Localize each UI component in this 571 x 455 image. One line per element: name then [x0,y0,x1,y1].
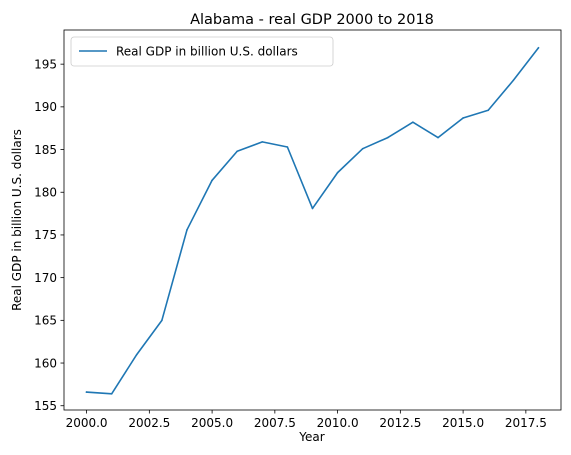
data-point [437,136,439,139]
legend-box [70,36,334,67]
x-tick-label: 2010.0 [317,416,359,430]
data-point [211,179,213,182]
y-tick-label: 155 [34,399,57,413]
data-point [85,391,88,393]
legend-label: Real GDP in billion U.S. dollars [116,45,298,59]
plot-frame [63,29,562,411]
data-point [135,353,138,356]
data-point [336,171,339,174]
data-point [161,319,163,322]
x-tick-label: 2002.5 [128,416,170,430]
y-tick-label: 185 [34,143,57,157]
plot-area [64,30,561,410]
data-point [236,150,238,153]
data-point [462,117,464,119]
y-tick-label: 170 [34,271,57,285]
legend: Real GDP in billion U.S. dollars [70,36,334,67]
y-axis-ticks: 155 160 165 170 175 180 185 190 195 [34,57,64,413]
data-point [110,392,113,395]
x-tick-label: 2007.5 [254,416,296,430]
y-tick-label: 175 [34,228,57,242]
data-point [412,121,414,124]
series-points [85,47,540,395]
x-tick-label: 2017.5 [505,416,547,430]
data-point [311,207,314,210]
data-point [537,47,540,49]
x-axis-label: Year [298,430,324,444]
y-tick-label: 160 [34,356,57,370]
data-point [286,146,289,148]
data-point [512,79,515,82]
x-tick-label: 2012.5 [379,416,421,430]
y-tick-label: 195 [34,57,57,71]
data-point [387,136,389,139]
x-axis-ticks: 2000.0 2002.5 2005.0 2007.5 2010.0 2012.5 2015… [66,410,547,430]
y-tick-label: 190 [34,100,57,114]
x-tick-label: 2000.0 [66,416,108,430]
x-tick-label: 2015.0 [442,416,484,430]
data-point [361,147,364,150]
data-point [487,109,490,112]
x-tick-label: 2005.0 [191,416,233,430]
y-axis-label: Real GDP in billion U.S. dollars [10,129,24,311]
data-point [186,229,188,231]
data-point [261,141,264,143]
y-tick-label: 180 [34,186,57,200]
chart-title: Alabama - real GDP 2000 to 2018 [190,12,434,28]
y-tick-label: 165 [34,314,57,328]
